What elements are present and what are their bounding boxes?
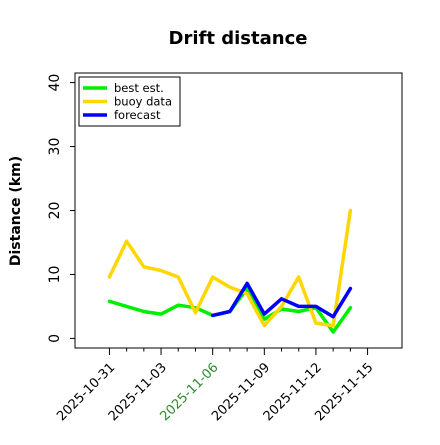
y-tick-label: 30	[47, 138, 63, 156]
legend-label: best est.	[114, 81, 164, 95]
x-axis: 2025-10-312025-11-032025-11-062025-11-09…	[54, 348, 376, 424]
series-layer	[107, 208, 353, 334]
y-tick-label: 0	[47, 334, 63, 343]
y-tick-label: 20	[47, 202, 63, 220]
y-tick-label: 10	[47, 266, 63, 284]
y-axis-label: Distance (km)	[8, 156, 24, 266]
legend-label: forecast	[114, 108, 161, 122]
y-axis: 0 10 20 30 40	[47, 74, 75, 343]
y-tick-label: 40	[47, 74, 63, 92]
series-line-2	[210, 281, 353, 319]
chart-title: Drift distance	[169, 28, 308, 49]
legend-label: buoy data	[114, 95, 172, 109]
